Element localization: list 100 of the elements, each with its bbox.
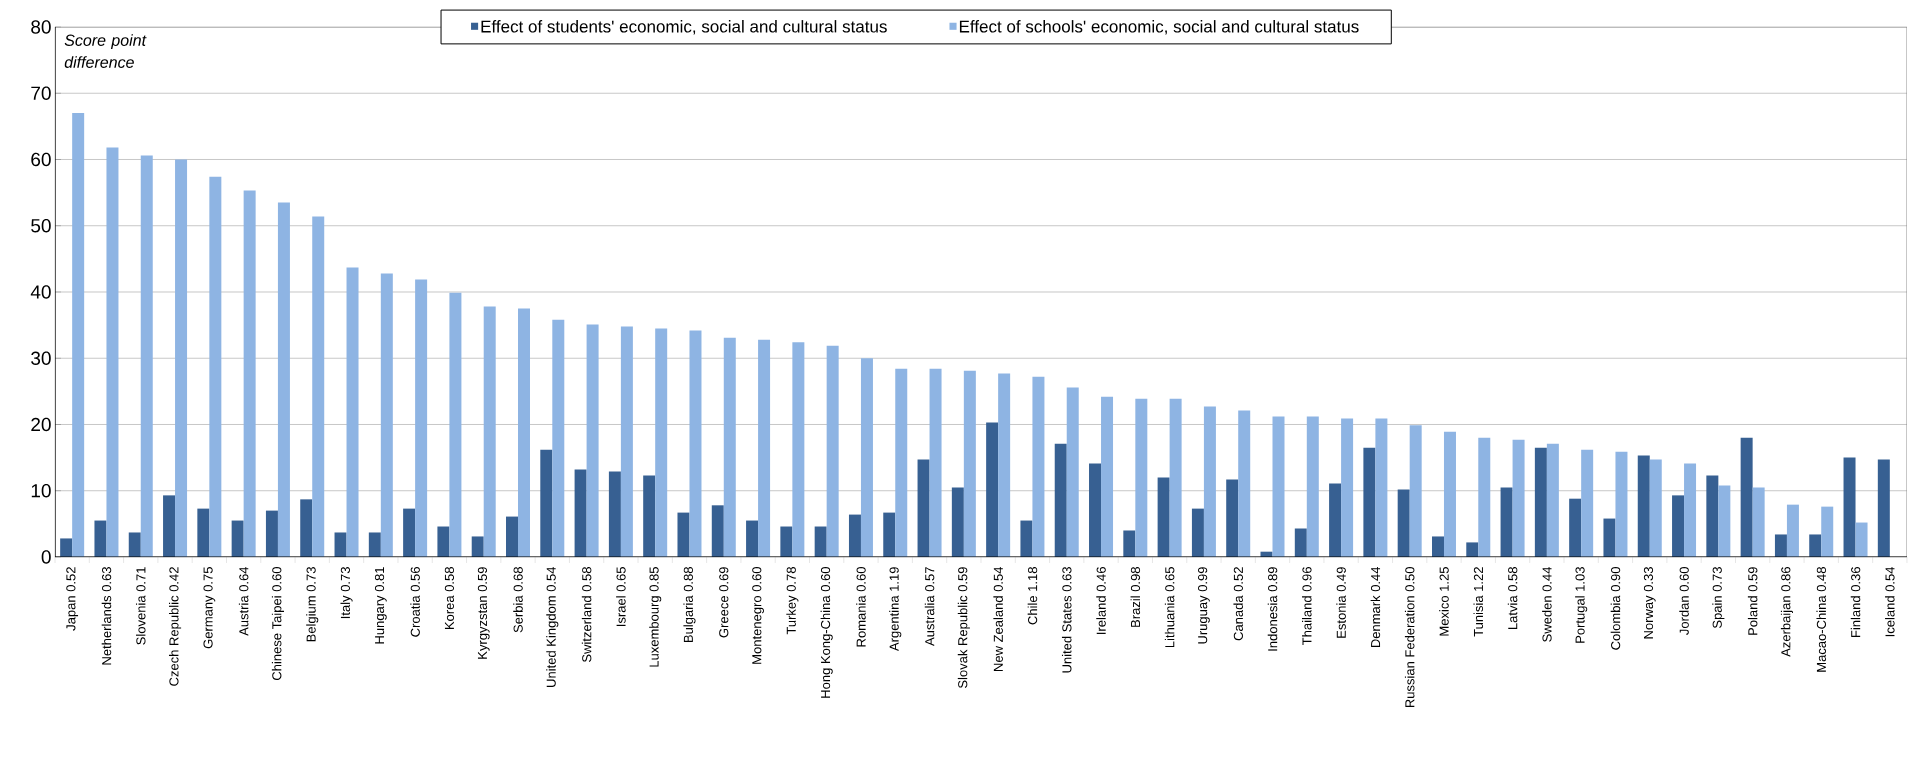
y-tick-label: 40 (30, 285, 51, 299)
x-tick-label: Netherlands 0.63 (101, 567, 112, 665)
bar (334, 532, 347, 557)
x-tick-label: Czech Republic 0.42 (168, 567, 182, 686)
bar (1032, 376, 1045, 557)
x-tick-label: Serbia 0.68 (513, 567, 523, 633)
bar (243, 190, 256, 557)
legend-label: Effect of students' economic, social and cultural status (481, 20, 887, 35)
bar (929, 368, 942, 557)
x-tick-label: Poland 0.59 (1747, 567, 1758, 635)
x-tick-label: Chinese Taipei 0.60 (271, 567, 284, 681)
x-tick-label: Denmark 0.44 (1370, 566, 1381, 648)
bar (265, 510, 278, 557)
x-tick-label: Colombia 0.90 (1610, 567, 1621, 650)
bar (1363, 447, 1376, 557)
x-tick-label: Russian Federation 0.50 (1404, 567, 1415, 708)
x-tick-label: Turkey 0.78 (786, 567, 799, 635)
bar (1203, 406, 1216, 557)
bar (1774, 534, 1787, 557)
bar (94, 520, 107, 557)
x-tick-label: Romania 0.60 (856, 567, 866, 647)
bar (1341, 418, 1354, 557)
x-tick-label: Australia 0.57 (924, 567, 935, 646)
x-tick-label: Montenegro 0.60 (752, 567, 764, 664)
bar (951, 487, 964, 557)
bar (312, 216, 325, 557)
x-tick-label: Slovak Republic 0.59 (957, 567, 970, 689)
y-tick-label: 20 (31, 417, 51, 432)
bar (711, 505, 724, 557)
bar (758, 339, 771, 557)
y-tick-label: 80 (31, 20, 51, 34)
bar (1684, 463, 1697, 557)
bar (1672, 495, 1685, 557)
bar (655, 328, 668, 557)
bar (106, 147, 119, 557)
x-tick-label: Greece 0.69 (719, 567, 729, 638)
bar (1157, 477, 1170, 557)
x-tick-label: Austria 0.64 (238, 566, 249, 636)
x-tick-label: Macao-China 0.48 (1816, 567, 1826, 672)
bar (1478, 437, 1491, 557)
x-tick-label: Korea 0.58 (444, 567, 455, 630)
y-tick-label: 60 (31, 152, 51, 167)
x-tick-label: Israel 0.65 (616, 567, 626, 627)
bar (1534, 447, 1547, 557)
bar (1294, 528, 1307, 557)
bar (1581, 449, 1594, 557)
bar (163, 495, 176, 557)
bar (1272, 416, 1285, 557)
bar (1054, 443, 1067, 557)
bar (1409, 425, 1422, 557)
y-tick-label: 30 (31, 351, 51, 365)
bar (826, 345, 839, 557)
bar (1500, 487, 1513, 557)
x-tick-label: Tunisia 1.22 (1473, 567, 1484, 637)
x-tick-label: Argentina 1.19 (889, 567, 902, 652)
bar (1089, 463, 1102, 557)
y-tick-label: 10 (31, 484, 51, 498)
x-tick-label: Iceland 0.54 (1885, 566, 1895, 637)
y-tick-label: 50 (31, 219, 51, 233)
x-tick-label: Brazil 0.98 (1130, 567, 1141, 627)
bar (128, 532, 141, 557)
bar (1169, 398, 1182, 557)
x-tick-label: United Kingdom 0.54 (546, 566, 559, 687)
bar (197, 508, 210, 557)
bar (72, 113, 85, 557)
x-tick-label: Switzerland 0.58 (581, 567, 592, 663)
x-tick-label: Latvia 0.58 (1507, 567, 1518, 630)
bar (677, 512, 690, 557)
bar (449, 292, 462, 557)
bar (1329, 483, 1342, 557)
x-tick-label: Jordan 0.60 (1679, 567, 1689, 635)
bar (1066, 387, 1079, 557)
bar (1603, 518, 1616, 557)
bar (883, 512, 896, 557)
bar (300, 499, 313, 557)
bar (860, 358, 873, 557)
bar (1466, 542, 1479, 557)
x-tick-label: Hungary 0.81 (374, 567, 387, 644)
bar (380, 273, 393, 557)
bar (723, 337, 736, 557)
bar (1135, 398, 1148, 557)
bar (917, 459, 930, 557)
bar (963, 370, 976, 557)
x-tick-label: Canada 0.52 (1233, 567, 1243, 641)
x-tick-label: Azerbaijan 0.86 (1780, 567, 1793, 657)
bar (1821, 506, 1834, 557)
bar (1786, 504, 1799, 557)
bar (1123, 530, 1136, 557)
bar (689, 330, 702, 557)
bar (1397, 489, 1410, 557)
x-tick-label: Germany 0.75 (203, 567, 216, 649)
bar (1740, 437, 1753, 557)
bar (552, 319, 565, 557)
x-tick-label: Indonesia 0.89 (1267, 567, 1278, 651)
x-tick-label: Sweden 0.44 (1542, 566, 1552, 642)
x-tick-label: Lithuania 0.65 (1164, 567, 1175, 648)
bar (1809, 534, 1822, 557)
bar (814, 526, 827, 557)
bar (608, 471, 621, 557)
x-tick-label: United States 0.63 (1061, 567, 1072, 673)
